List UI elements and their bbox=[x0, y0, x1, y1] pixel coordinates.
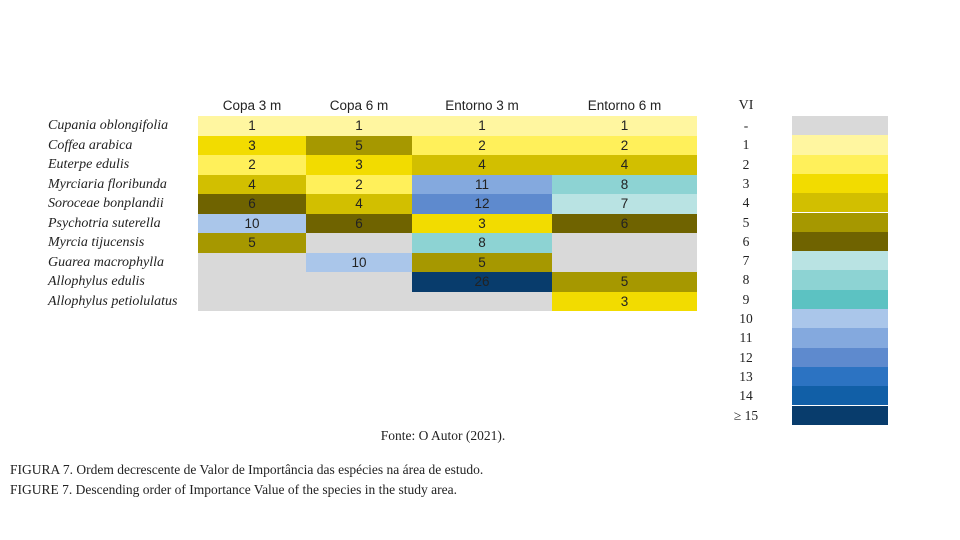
heatmap-cell: 8 bbox=[552, 174, 697, 194]
heatmap-cell bbox=[306, 272, 412, 292]
heatmap-cell: 2 bbox=[552, 135, 697, 155]
heatmap-cell: 3 bbox=[306, 155, 412, 175]
legend-label: 14 bbox=[739, 388, 753, 404]
heatmap-cell: 5 bbox=[198, 233, 306, 253]
legend-swatch bbox=[792, 231, 888, 252]
heatmap-cell: 2 bbox=[198, 155, 306, 175]
column-header: Copa 3 m bbox=[222, 98, 282, 113]
heatmap-cell: 11 bbox=[412, 174, 552, 194]
legend-swatch bbox=[792, 309, 888, 329]
legend-swatch bbox=[792, 212, 888, 232]
heatmap-cell: 10 bbox=[306, 252, 412, 272]
heatmap-cell bbox=[198, 252, 306, 272]
legend-label: 5 bbox=[742, 214, 750, 230]
legend-swatch bbox=[792, 193, 888, 213]
heatmap-cell: 1 bbox=[198, 116, 306, 136]
legend-label: 10 bbox=[739, 311, 753, 326]
legend-label: 12 bbox=[739, 349, 753, 365]
species-label: Guarea macrophylla bbox=[48, 254, 164, 270]
heatmap-cell: 1 bbox=[412, 116, 552, 136]
legend-label: 8 bbox=[742, 272, 750, 288]
heatmap-cell: 3 bbox=[412, 213, 552, 233]
heatmap-cell: 4 bbox=[306, 194, 412, 214]
heatmap-cell: 3 bbox=[198, 135, 306, 155]
heatmap-cell: 1 bbox=[552, 116, 697, 136]
heatmap-cell: 10 bbox=[198, 213, 306, 233]
legend-swatch bbox=[792, 405, 888, 425]
legend-label: 9 bbox=[742, 291, 750, 307]
heatmap-cell bbox=[198, 291, 306, 311]
heatmap-cell bbox=[198, 272, 306, 292]
legend-swatch bbox=[792, 154, 888, 174]
species-label: Allophylus edulis bbox=[48, 274, 145, 289]
legend-swatch bbox=[792, 289, 888, 309]
species-label: Myrcia tijucensis bbox=[48, 235, 145, 250]
heatmap-cell: 5 bbox=[412, 252, 552, 272]
heatmap-cell: 7 bbox=[552, 194, 697, 214]
legend-swatch bbox=[792, 386, 888, 406]
heatmap-cell: 3 bbox=[552, 291, 697, 311]
legend-swatch bbox=[792, 366, 888, 387]
legend-label: ≥ 15 bbox=[733, 407, 759, 423]
legend-swatch bbox=[792, 173, 888, 194]
species-label: Allophylus petiolulatus bbox=[48, 293, 178, 309]
species-label: Myrciaria floribunda bbox=[48, 176, 167, 192]
legend-swatch bbox=[792, 270, 888, 290]
heatmap-cell: 4 bbox=[198, 174, 306, 194]
legend-label: - bbox=[743, 118, 749, 133]
heatmap-cell bbox=[306, 291, 412, 311]
heatmap-cell: 4 bbox=[552, 155, 697, 175]
legend-label: 1 bbox=[742, 137, 750, 153]
legend-label: 11 bbox=[739, 330, 753, 346]
heatmap-cell: 8 bbox=[412, 233, 552, 253]
species-label: Psychotria suterella bbox=[48, 215, 161, 231]
heatmap-cell: 5 bbox=[552, 272, 697, 292]
legend-swatch bbox=[792, 135, 888, 155]
heatmap-cell: 6 bbox=[552, 213, 697, 233]
heatmap-cell: 2 bbox=[306, 174, 412, 194]
heatmap-cell: 6 bbox=[198, 194, 306, 214]
legend-swatch bbox=[792, 328, 888, 348]
heatmap-cell bbox=[552, 252, 697, 272]
heatmap-cell: 5 bbox=[306, 135, 412, 155]
species-label: Cupania oblongifolia bbox=[48, 118, 169, 133]
heatmap-cell: 4 bbox=[412, 155, 552, 175]
heatmap-cell: 12 bbox=[412, 194, 552, 214]
column-header: Copa 6 m bbox=[329, 98, 389, 113]
figure-source: Fonte: O Autor (2021). bbox=[380, 428, 506, 443]
legend-swatch bbox=[792, 251, 888, 271]
heatmap-cell bbox=[306, 233, 412, 253]
legend-swatch bbox=[792, 116, 888, 136]
species-label: Coffea arabica bbox=[48, 137, 133, 153]
legend-label: 4 bbox=[742, 195, 750, 211]
heatmap-cell: 6 bbox=[306, 213, 412, 233]
species-label: Soroceae bonplandii bbox=[48, 196, 164, 211]
legend-label: 6 bbox=[742, 233, 750, 249]
heatmap-cell: 1 bbox=[306, 116, 412, 136]
legend-title: VI bbox=[738, 98, 754, 113]
column-header: Entorno 3 m bbox=[445, 98, 519, 113]
species-label: Euterpe edulis bbox=[48, 157, 130, 172]
heatmap-cell: 26 bbox=[412, 272, 552, 292]
heatmap-cell: 2 bbox=[412, 135, 552, 155]
legend-label: 7 bbox=[742, 253, 750, 269]
legend-swatch bbox=[792, 347, 888, 367]
figure-caption-pt: FIGURA 7. Ordem decrescente de Valor de … bbox=[10, 462, 484, 477]
heatmap-cell bbox=[552, 233, 697, 253]
heatmap-cell bbox=[412, 291, 552, 311]
legend-label: 2 bbox=[742, 156, 750, 172]
figure-caption-en: FIGURE 7. Descending order of Importance… bbox=[10, 482, 457, 497]
legend-label: 13 bbox=[739, 368, 753, 384]
legend-label: 3 bbox=[742, 175, 750, 191]
column-header: Entorno 6 m bbox=[587, 98, 662, 113]
